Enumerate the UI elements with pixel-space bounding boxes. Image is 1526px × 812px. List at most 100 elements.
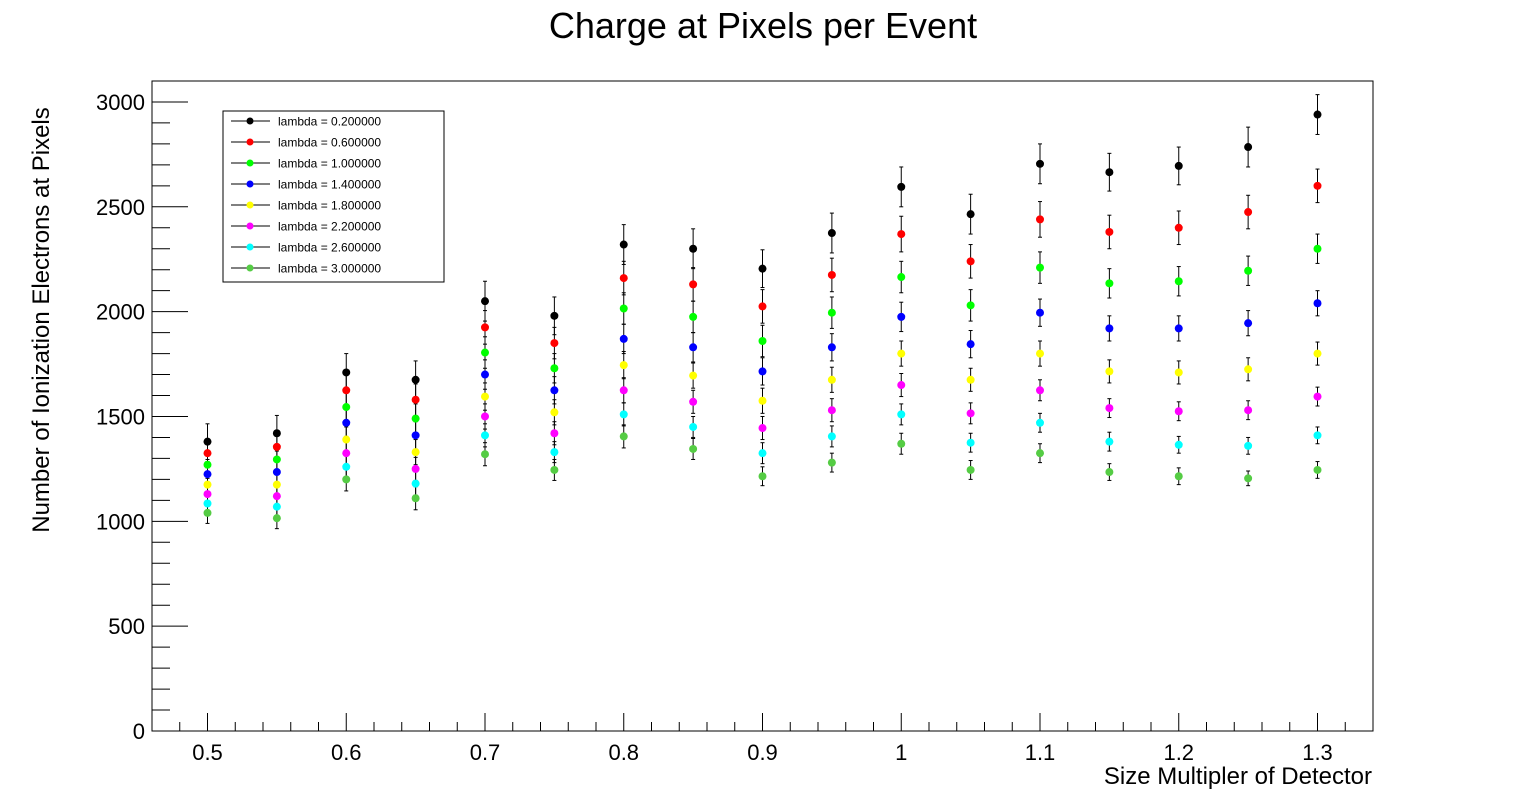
legend-label: lambda = 1.800000 (278, 199, 381, 213)
legend-label: lambda = 1.000000 (278, 157, 381, 171)
axis-ticks: 0.5 0.6 0.7 0.8 0.9 1 1.1 1.2 1.3 0 500 1000 1500 200… (96, 80, 1346, 765)
data-point (481, 348, 489, 357)
legend-label: lambda = 2.600000 (278, 241, 381, 255)
data-point (481, 431, 489, 440)
data-point (897, 349, 906, 358)
data-point (342, 418, 351, 427)
data-point (481, 412, 489, 421)
data-point (481, 392, 489, 401)
data-point (203, 480, 212, 489)
data-point (1313, 110, 1322, 119)
data-point (1244, 474, 1253, 483)
data-point (272, 429, 281, 438)
data-point (272, 514, 281, 523)
data-point (966, 409, 975, 418)
data-point (550, 429, 559, 438)
data-point (619, 304, 628, 313)
data-point (966, 210, 975, 219)
data-point (619, 432, 628, 441)
data-point (966, 257, 975, 266)
data-point (550, 386, 559, 395)
data-point (1105, 227, 1114, 236)
x-tick-label: 0.5 (192, 740, 223, 765)
data-point (1174, 440, 1183, 449)
legend-marker (246, 222, 254, 230)
data-point (342, 462, 351, 471)
data-point (481, 370, 489, 379)
y-tick-label: 500 (108, 614, 145, 639)
data-point (203, 499, 212, 508)
data-point (897, 182, 906, 191)
data-point (1174, 368, 1183, 377)
data-point (550, 465, 559, 474)
legend-marker (246, 159, 254, 167)
data-point (758, 302, 767, 311)
data-point (550, 448, 559, 457)
data-point (1036, 215, 1044, 224)
data-point (1105, 468, 1114, 477)
data-point (689, 371, 698, 380)
data-points (203, 110, 1322, 523)
data-point (1105, 168, 1114, 177)
data-point (1036, 449, 1044, 458)
chart-title: Charge at Pixels per Event (549, 5, 977, 46)
data-point (619, 334, 628, 343)
data-point (897, 410, 906, 419)
data-point (411, 431, 420, 440)
data-point (827, 375, 836, 384)
legend-label: lambda = 2.200000 (278, 220, 381, 234)
data-point (758, 424, 767, 433)
data-point (1174, 161, 1183, 170)
data-point (1244, 143, 1253, 152)
data-point (203, 449, 212, 458)
data-point (689, 280, 698, 289)
data-point (550, 339, 559, 348)
y-axis-label: Number of Ionization Electrons at Pixels (28, 107, 55, 533)
legend-label: lambda = 3.000000 (278, 262, 381, 276)
data-point (550, 408, 559, 417)
data-point (411, 448, 420, 457)
y-tick-label: 2000 (96, 300, 145, 325)
data-point (689, 343, 698, 352)
x-tick-label: 1.2 (1163, 740, 1194, 765)
data-point (411, 494, 420, 503)
legend-marker (246, 138, 254, 146)
y-tick-label: 1500 (96, 404, 145, 429)
data-point (1105, 404, 1114, 413)
data-point (1174, 324, 1183, 333)
y-tick-label: 3000 (96, 90, 145, 115)
data-point (1036, 418, 1044, 427)
data-point (827, 406, 836, 415)
data-point (966, 375, 975, 384)
legend-marker (246, 243, 254, 251)
data-point (827, 229, 836, 238)
data-point (689, 444, 698, 453)
data-point (966, 301, 975, 310)
y-tick-label: 0 (133, 719, 145, 744)
data-point (1036, 349, 1044, 358)
data-point (342, 386, 351, 395)
data-point (619, 410, 628, 419)
data-point (342, 403, 351, 412)
data-point (481, 297, 489, 306)
data-point (1036, 386, 1044, 395)
x-tick-label: 1 (895, 740, 907, 765)
data-point (1036, 263, 1044, 272)
data-point (342, 368, 351, 377)
legend-marker (246, 117, 254, 125)
data-point (619, 361, 628, 370)
data-point (272, 442, 281, 451)
data-point (827, 432, 836, 441)
legend-label: lambda = 0.600000 (278, 136, 381, 150)
data-point (827, 270, 836, 279)
data-point (411, 375, 420, 384)
legend-marker (246, 264, 254, 272)
data-point (1036, 159, 1044, 168)
data-point (689, 244, 698, 253)
legend: lambda = 0.200000 lambda = 0.600000 lambda… (222, 110, 445, 283)
data-point (411, 464, 420, 473)
data-point (1174, 407, 1183, 416)
data-point (272, 502, 281, 511)
data-point (550, 364, 559, 373)
data-point (481, 450, 489, 459)
